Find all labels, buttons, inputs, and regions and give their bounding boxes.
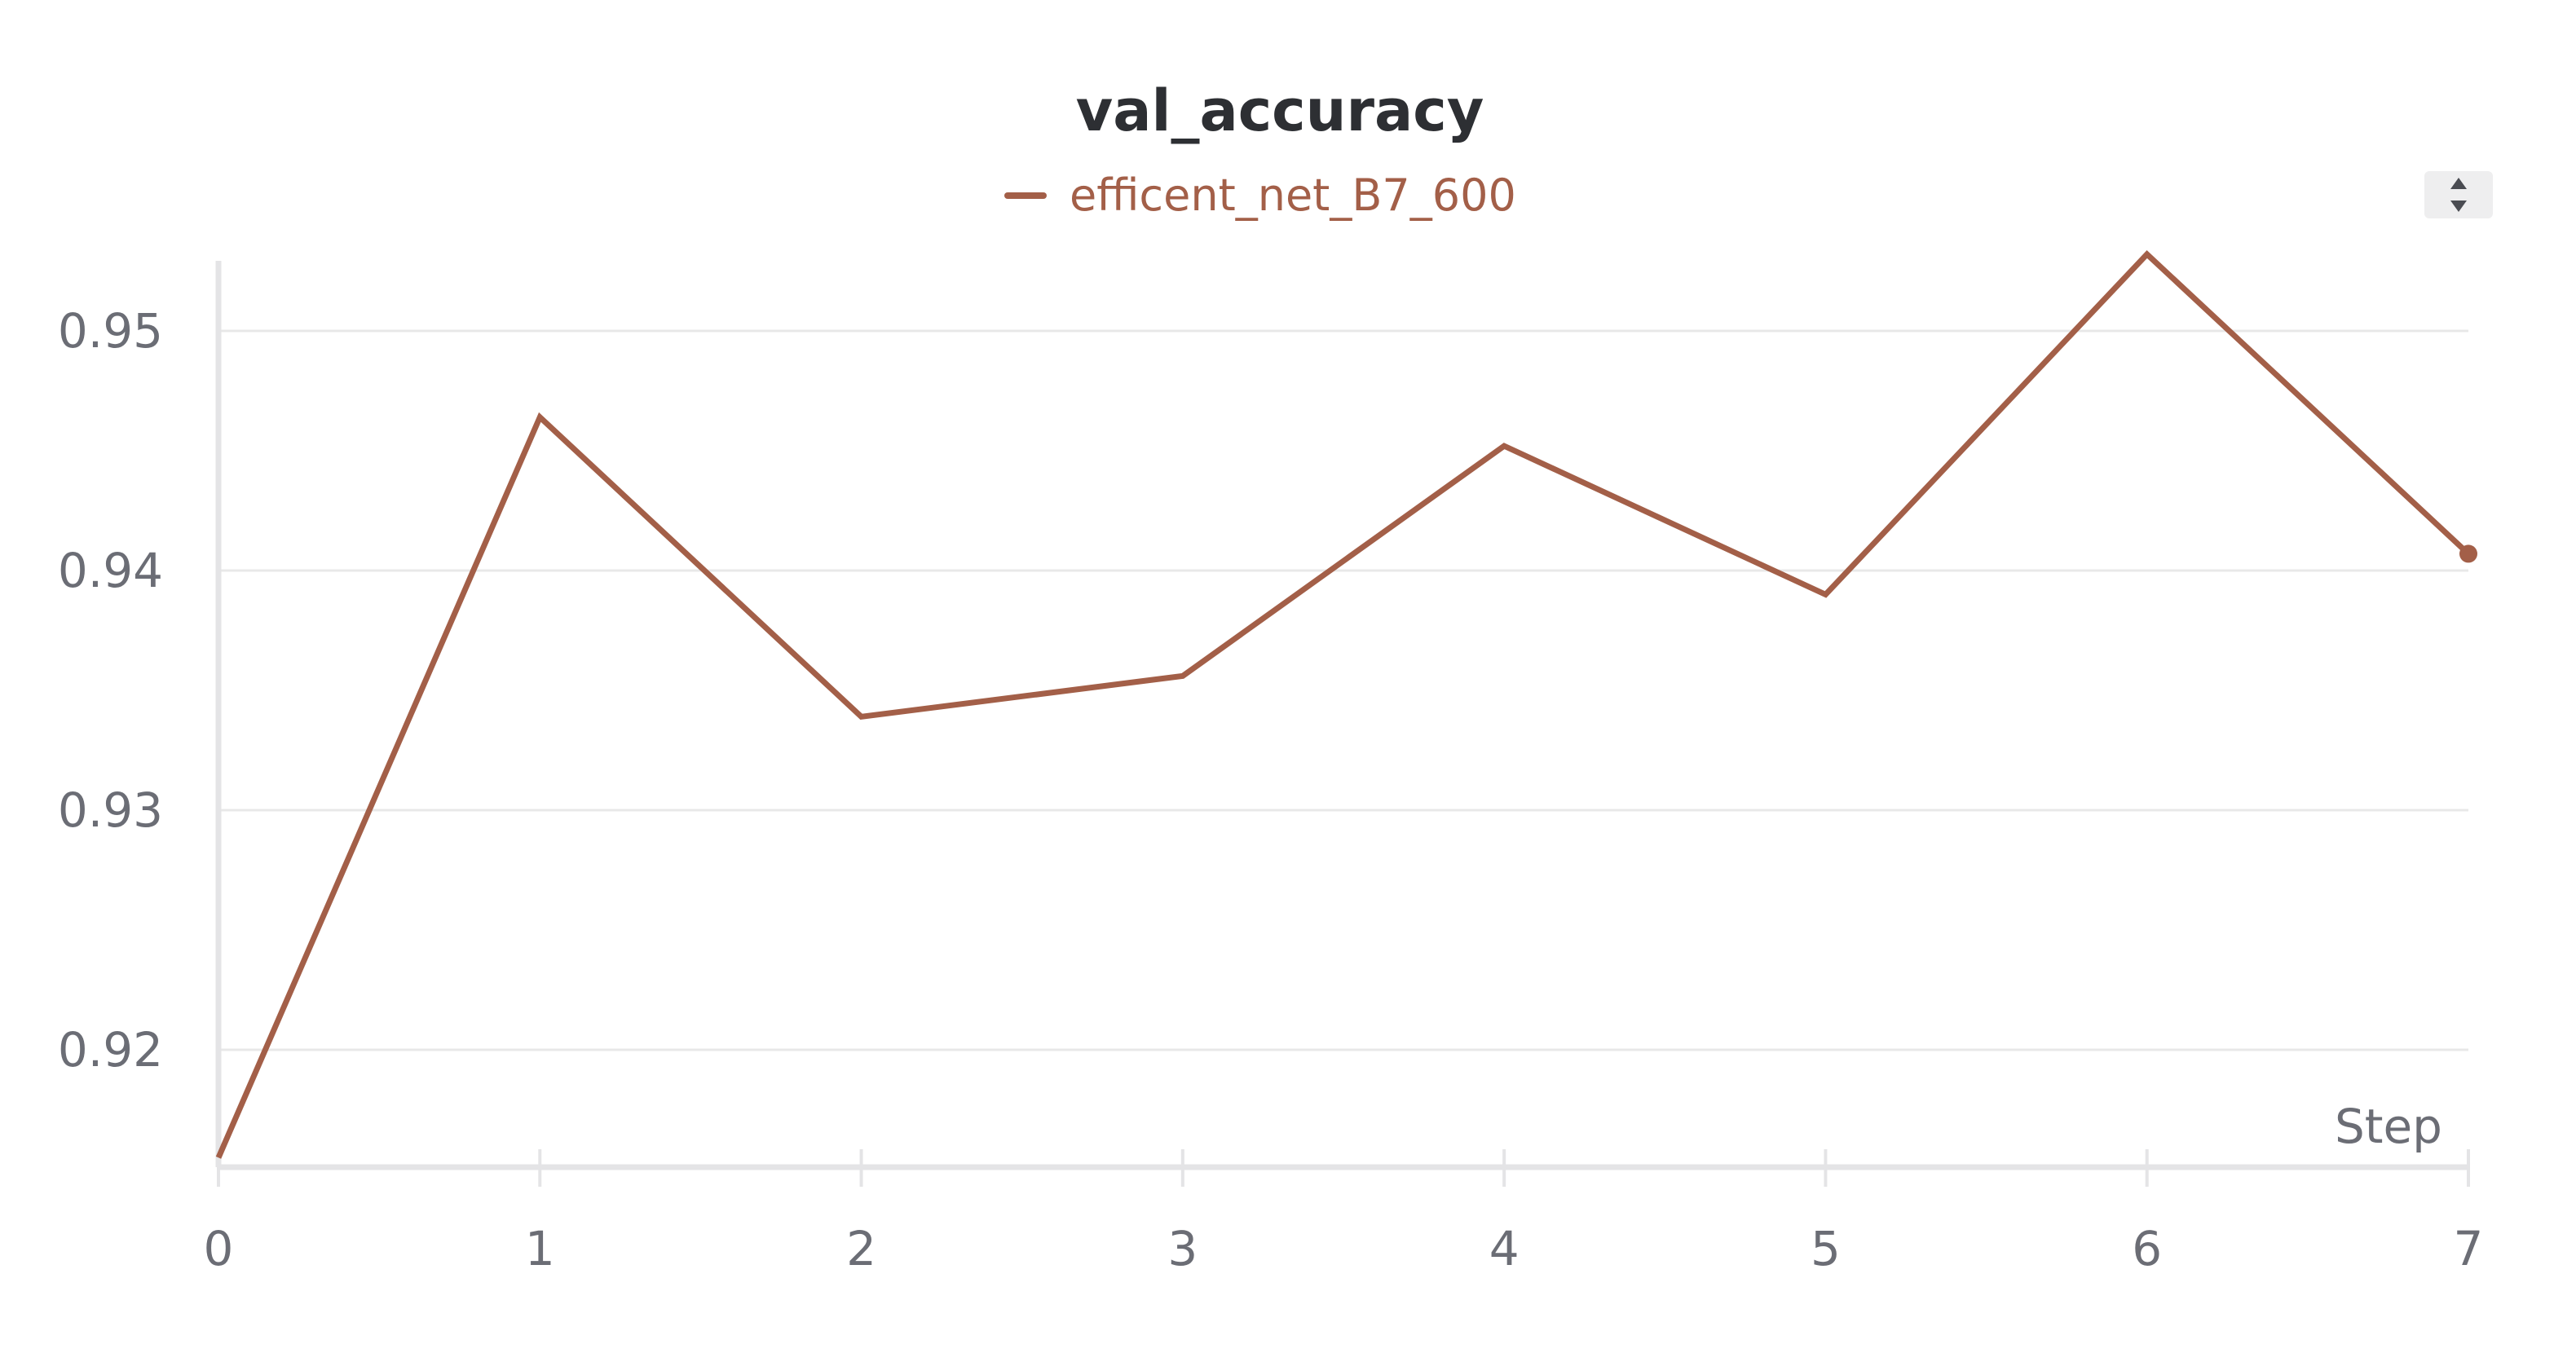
grid — [218, 329, 2468, 1051]
legend[interactable]: efficent_net_B7_600 — [1004, 170, 1516, 221]
x-tick-label: 5 — [1811, 1221, 1841, 1276]
y-tick-label: 0.95 — [58, 303, 163, 359]
y-tick-label: 0.93 — [58, 782, 163, 838]
x-tick-label: 2 — [846, 1221, 876, 1276]
y-tick-label: 0.92 — [58, 1022, 163, 1078]
x-tick-label: 3 — [1167, 1221, 1198, 1276]
series-line — [215, 249, 2471, 1159]
sort-up-down-icon — [2450, 178, 2467, 212]
chart-title: val_accuracy — [1076, 77, 1484, 144]
data-point — [1180, 672, 1186, 679]
x-tick-label: 0 — [204, 1221, 234, 1276]
x-axis-ticks: 0 1 2 3 4 5 6 7 — [204, 1149, 2484, 1276]
x-tick-label: 4 — [1489, 1221, 1520, 1276]
x-tick-label: 1 — [525, 1221, 555, 1276]
series-layer — [215, 249, 2477, 1161]
data-point — [1822, 591, 1828, 597]
x-tick-label: 7 — [2454, 1221, 2484, 1276]
data-point — [1501, 443, 1507, 449]
axes — [215, 261, 2468, 1170]
x-axis-label: Step — [2335, 1099, 2442, 1154]
sort-toggle-button[interactable] — [2424, 171, 2493, 218]
data-point — [2144, 251, 2150, 258]
series-endpoint — [2459, 544, 2477, 563]
legend-label: efficent_net_B7_600 — [1070, 170, 1516, 221]
data-point — [536, 414, 543, 421]
data-point — [215, 1154, 222, 1161]
x-tick-label: 6 — [2132, 1221, 2162, 1276]
data-point — [858, 713, 865, 720]
y-tick-label: 0.94 — [58, 543, 163, 598]
y-axis-ticks: 0.92 0.93 0.94 0.95 — [58, 303, 163, 1078]
